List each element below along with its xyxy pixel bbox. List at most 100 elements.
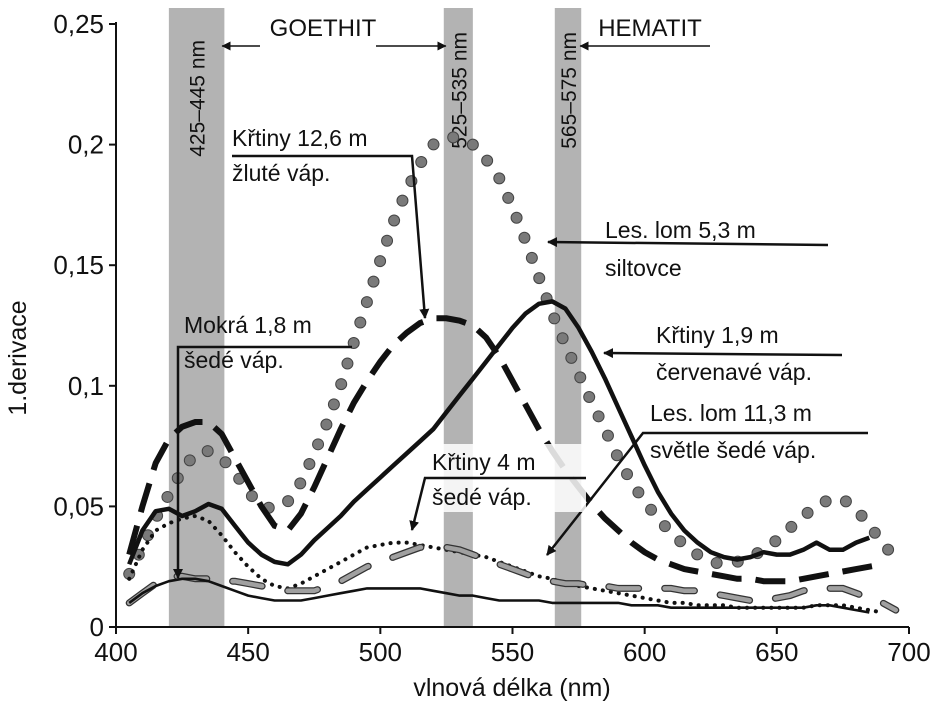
series-0-point (565, 351, 578, 364)
series-0-point (335, 378, 348, 391)
series-0-point (161, 490, 174, 503)
annot-krtiny-1-9-line1: Křtiny 1,9 m (656, 322, 779, 348)
series-0-point (201, 445, 214, 458)
series-0-point (645, 503, 658, 516)
series-0-point (381, 234, 394, 247)
series-0-point (360, 296, 373, 309)
series-0-point (548, 312, 561, 325)
annot-krtiny-12-6-line2: žluté váp. (232, 160, 330, 186)
annot-les-lom-11-3-line1: Les. lom 11,3 m (650, 400, 812, 426)
x-tick-label: 400 (94, 637, 137, 667)
series-0-point (347, 336, 360, 349)
series-0-point (447, 131, 460, 144)
series-0-point (183, 454, 196, 467)
series-0-point (658, 520, 671, 533)
annot-krtiny-1-9: Křtiny 1,9 m červenavé váp. (603, 322, 843, 385)
series-0-point (785, 520, 798, 533)
series-0-point (219, 456, 232, 469)
series-0-point (710, 556, 723, 569)
x-tick-label: 700 (887, 637, 930, 667)
series-0-point (674, 535, 687, 548)
series-0-point (415, 156, 428, 169)
band-525-535-label: 525–535 nm (448, 32, 471, 149)
series-0-point (493, 172, 506, 185)
series-0-point (855, 509, 868, 522)
series-0-point (502, 191, 515, 204)
y-tick-label: 0,15 (53, 250, 104, 280)
series-0-point (303, 457, 316, 470)
mineral-goethite-label: GOETHIT (270, 15, 377, 42)
series-0-point (769, 535, 782, 548)
y-axis-title: 1.derivace (4, 300, 32, 415)
series-0-point (312, 438, 325, 451)
annot-krtiny-4-arrow (409, 476, 586, 531)
band-565-575-label: 565–575 nm (558, 32, 581, 149)
series-0-point (882, 543, 895, 556)
series-0-point (592, 410, 605, 423)
series-0-point (583, 390, 596, 403)
series-0-point (621, 468, 634, 481)
annot-mokra-1-8-arrow (173, 345, 352, 579)
series-0-point (610, 449, 623, 462)
annot-les-lom-5-3-arrow (547, 237, 829, 248)
series-1-line (126, 315, 884, 585)
series-2-line (127, 299, 871, 567)
series-2 (127, 299, 871, 567)
series-0-point (556, 332, 569, 345)
x-axis-title: vlnová délka (nm) (413, 674, 610, 702)
series-0-point (245, 490, 258, 503)
series-0-point (388, 214, 401, 227)
y-tick-label: 0 (90, 612, 104, 642)
series-0-point (510, 211, 523, 224)
series-0-point (518, 231, 531, 244)
series-0-point (839, 495, 852, 508)
series-0-point (341, 357, 354, 370)
mineral-hematite-label: HEMATIT (598, 15, 702, 42)
series-0-point (525, 251, 538, 264)
x-tick-label: 650 (755, 637, 798, 667)
annot-les-lom-11-3-line2: světle šedé váp. (650, 437, 816, 463)
x-tick-label: 500 (359, 637, 402, 667)
series-0-point (282, 495, 295, 508)
annot-les-lom-11-3-arrow (546, 431, 868, 556)
annot-krtiny-1-9-arrow (603, 348, 843, 359)
series-0-point (691, 548, 704, 561)
series-0-point (601, 429, 614, 442)
series-5 (128, 577, 870, 614)
series-0-point (354, 316, 367, 329)
band-425-445-label: 425–445 nm (187, 40, 210, 157)
annot-krtiny-4-line2: šedé váp. (432, 484, 532, 510)
annot-krtiny-4-line1: Křtiny 4 m (432, 449, 536, 475)
annot-mokra-1-8: Mokrá 1,8 m šedé váp. (173, 312, 352, 579)
axes: 400 450 500 550 600 650 700 0 0,05 0,1 0,15 0,2 0,25 (53, 9, 930, 667)
annot-les-lom-5-3-line1: Les. lom 5,3 m (605, 217, 756, 243)
series-5-line (128, 577, 870, 614)
annot-krtiny-1-9-line2: červenavé váp. (656, 359, 812, 385)
series-0-point (801, 506, 814, 519)
series-0-point (574, 371, 587, 384)
series-0-point (327, 398, 340, 411)
annot-les-lom-11-3: Les. lom 11,3 m světle šedé váp. (546, 400, 868, 556)
series-0-point (868, 526, 881, 539)
series-0-point (481, 154, 494, 167)
series-4 (125, 543, 900, 614)
y-tick-label: 0,2 (68, 130, 104, 160)
annot-krtiny-12-6: Křtiny 12,6 m žluté váp. (232, 125, 430, 319)
x-tick-label: 550 (491, 637, 534, 667)
annot-krtiny-12-6-arrow (232, 154, 430, 319)
series-0-point (632, 486, 645, 499)
y-tick-label: 0,05 (53, 491, 104, 521)
x-tick-label: 450 (226, 637, 269, 667)
series-1 (126, 315, 884, 585)
series-4-line (126, 545, 899, 613)
y-tick-label: 0,1 (68, 371, 104, 401)
annot-les-lom-5-3: Les. lom 5,3 m siltovce (547, 217, 829, 281)
x-tick-label: 600 (623, 637, 666, 667)
annot-mokra-1-8-line1: Mokrá 1,8 m (184, 312, 312, 338)
annot-les-lom-5-3-line2: siltovce (605, 255, 682, 281)
series-0-point (427, 138, 440, 151)
series-0-point (396, 194, 409, 207)
series-0-point (466, 138, 479, 151)
series-0-point (374, 255, 387, 268)
